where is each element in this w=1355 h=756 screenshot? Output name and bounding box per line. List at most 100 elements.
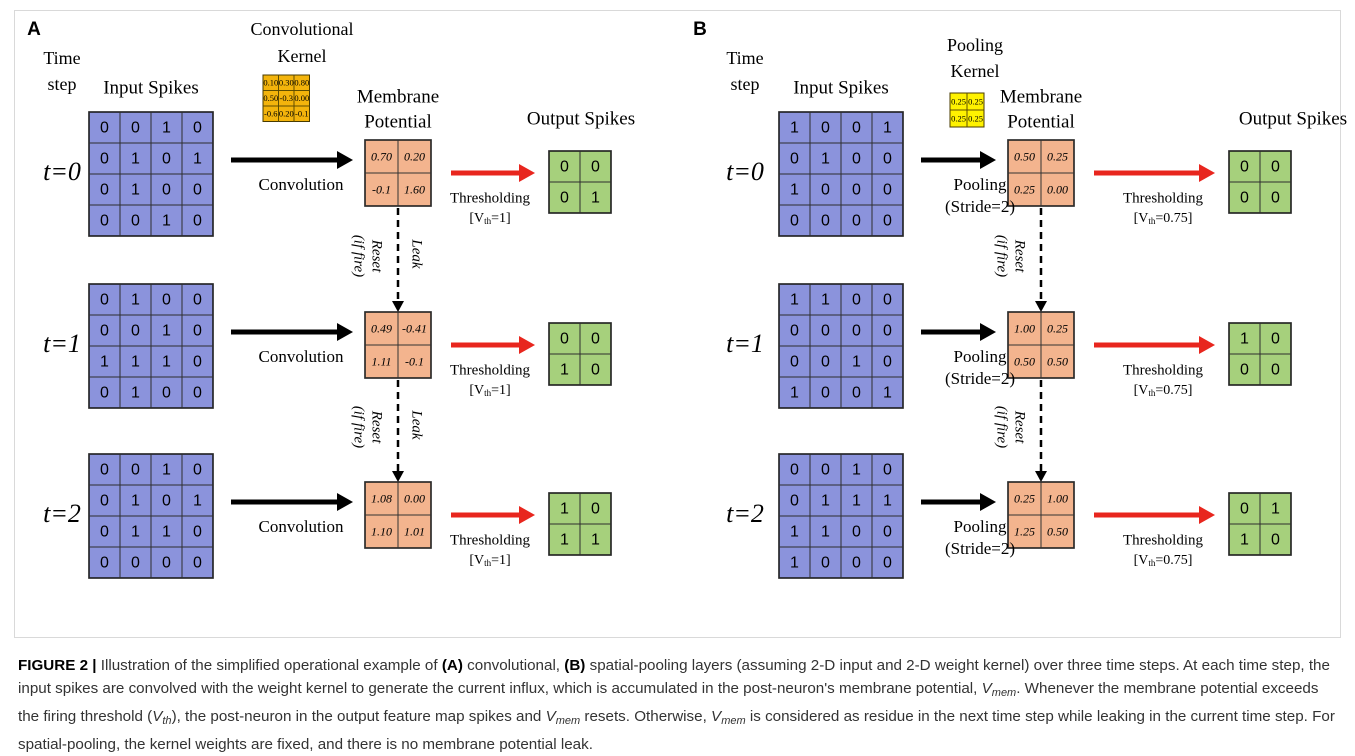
panel-a-step-0-input-grid-cell-value: 0 xyxy=(162,151,171,168)
panel-a-step-0-input-grid-cell-value: 0 xyxy=(131,120,140,137)
panel-a-step-0-threshold-value: [Vth=1] xyxy=(469,211,510,226)
panel-b-step-1-output-grid: 1 0 0 0 xyxy=(1228,322,1292,386)
panel-a-kernel-grid-cell-value: 0.30 xyxy=(279,78,294,88)
panel-a-step-0-output-grid: 0 0 0 1 xyxy=(548,150,612,214)
panel-b-step-2-output-grid-cell-value: 1 xyxy=(1240,532,1249,549)
panel-b-step-1-input-grid-cell-value: 0 xyxy=(821,323,830,340)
panel-b-step-1-input-grid-cell-value: 0 xyxy=(883,292,892,309)
panel-b-step-0-membrane-grid-cell-value: 0.25 xyxy=(1014,182,1035,196)
panel-b-step-1-threshold-arrow-head xyxy=(1199,336,1215,354)
panel-b-step-0-membrane-grid-cell xyxy=(1040,172,1075,207)
panel-b-step-0-operation-label: Pooling xyxy=(954,175,1007,194)
panel-a-step-1-input-grid-cell-value: 1 xyxy=(162,354,171,371)
panel-a-step-1-time-label: t=1 xyxy=(43,329,81,358)
panel-b-step-1-output-grid-cell-value: 0 xyxy=(1271,331,1280,348)
panel-b-step-2-membrane-grid-cell-value: 0.50 xyxy=(1047,524,1068,538)
panel-b-step-2-input-grid-cell-value: 1 xyxy=(883,493,892,510)
panel-b-step-2-input-grid-cell-value: 0 xyxy=(883,555,892,572)
panel-a-step-1-membrane-grid-cell-value: 1.11 xyxy=(371,354,391,368)
panel-b-step-2-output-grid-cell xyxy=(1259,523,1292,556)
panel-b-step-0-output-grid-cell-value: 0 xyxy=(1271,159,1280,176)
panel-a-step-1-threshold-label: Thresholding xyxy=(450,362,530,378)
panel-b-step-2-operation-label: (Stride=2) xyxy=(945,539,1015,558)
caption-text: spatial-pooling layers (assuming 2-D inp… xyxy=(18,657,1330,697)
panel-b-step-0-operation-label: (Stride=2) xyxy=(945,197,1015,216)
panel-a-step-1-input-grid-cell-value: 0 xyxy=(100,385,109,402)
panel-b-time-step-label: step xyxy=(731,74,760,94)
panel-a-step-0-input-grid-cell-value: 0 xyxy=(100,213,109,230)
panel-b-step-1-operation-arrow-head xyxy=(980,323,996,341)
panel-a-step-0-if-fire-label: (if fire) xyxy=(351,235,367,277)
panel-b-step-0-input-grid-cell-value: 0 xyxy=(852,120,861,137)
panel-a-time-step-label: step xyxy=(48,74,77,94)
panel-b-step-1-threshold-value: [Vth=0.75] xyxy=(1134,383,1193,398)
panel-a-output-title: Output Spikes xyxy=(527,108,635,129)
panel-b-step-1-reset-arrow-head xyxy=(1035,471,1047,482)
panel-b-step-1-membrane-grid: 1.00 0.25 0.50 0.50 xyxy=(1007,311,1075,379)
caption-vmem: Vmem xyxy=(711,708,746,727)
panel-b-step-1-input-grid-cell-value: 0 xyxy=(821,385,830,402)
caption-ref-a: (A) xyxy=(441,657,463,674)
panel-b-step-0-input-grid-cell-value: 1 xyxy=(883,120,892,137)
panel-b-step-2-input-grid-cell-value: 0 xyxy=(790,493,799,510)
panel-a-step-2-input-grid-cell xyxy=(181,546,214,579)
panel-b-step-1-input-grid-cell xyxy=(871,376,904,409)
panel-b-step-1-input-grid-cell-value: 0 xyxy=(883,323,892,340)
panel-a-step-2-membrane-grid-cell xyxy=(397,514,432,549)
panel-a-step-0-output-grid-cell-value: 0 xyxy=(560,159,569,176)
panel-b-step-0-output-grid-cell xyxy=(1259,181,1292,214)
panel-b-step-0-input-grid-cell-value: 0 xyxy=(852,182,861,199)
panel-b-step-1-input-grid-cell-value: 0 xyxy=(821,354,830,371)
panel-b-step-0-input-grid-cell-value: 0 xyxy=(852,213,861,230)
panel-a-step-2-threshold-arrow-head xyxy=(519,506,535,524)
panel-b-step-1-input-grid-cell-value: 0 xyxy=(790,354,799,371)
panel-a-step-1-operation-label: Convolution xyxy=(258,347,344,366)
panel-b-step-0-input-grid-cell-value: 0 xyxy=(790,213,799,230)
panel-a-step-1-input-grid-cell-value: 0 xyxy=(193,292,202,309)
panel-a-step-2-operation-label: Convolution xyxy=(258,517,344,536)
panel-a-kernel-grid-cell-value: -0.1 xyxy=(295,109,308,119)
panel-a-kernel-grid-cell-value: 0.20 xyxy=(279,109,294,119)
panel-b-step-1-input-grid-cell-value: 1 xyxy=(790,292,799,309)
panel-a-kernel-grid-cell-value: -0.3 xyxy=(280,93,293,103)
caption-text: ), the post-neuron in the output feature… xyxy=(171,708,542,725)
panel-b-step-0-membrane-grid: 0.50 0.25 0.25 0.00 xyxy=(1007,139,1075,207)
panel-b-step-1-membrane-grid-cell-value: 0.50 xyxy=(1014,354,1035,368)
panel-b-step-2-input-grid-cell-value: 1 xyxy=(852,493,861,510)
panel-b-step-1-input-grid-cell-value: 1 xyxy=(883,385,892,402)
panel-b-step-0-output-grid-cell-value: 0 xyxy=(1240,159,1249,176)
panel-b-step-2-input-grid-cell-value: 0 xyxy=(852,524,861,541)
panel-b-step-0-membrane-grid-cell-value: 0.25 xyxy=(1047,149,1068,163)
panel-b-step-0-input-grid-cell-value: 0 xyxy=(852,151,861,168)
panel-a-step-2-input-grid-cell-value: 0 xyxy=(193,524,202,541)
panel-b-step-2-input-grid-cell xyxy=(871,546,904,579)
panel-b-step-2-input-grid-cell-value: 1 xyxy=(821,524,830,541)
panel-a-step-0-membrane-grid-cell-value: 0.70 xyxy=(371,149,392,163)
panel-a-step-1-membrane-grid: 0.49 -0.41 1.11 -0.1 xyxy=(364,311,432,379)
panel-a-step-0-input-grid-cell-value: 1 xyxy=(193,151,202,168)
panel-a-step-1-input-grid-cell-value: 0 xyxy=(193,385,202,402)
panel-b-step-1-reset-label: Reset xyxy=(1012,410,1028,444)
panel-b-step-2-input-grid-cell-value: 0 xyxy=(790,462,799,479)
panel-b-step-1-output-grid-cell-value: 0 xyxy=(1271,362,1280,379)
panel-b-step-1-membrane-grid-cell-value: 0.50 xyxy=(1047,354,1068,368)
panel-a-step-1-input-grid-cell-value: 1 xyxy=(131,385,140,402)
panel-a-step-1-operation-arrow-head xyxy=(337,323,353,341)
panel-b-step-2-input-grid-cell-value: 1 xyxy=(852,462,861,479)
panel-b-step-0-input-grid-cell-value: 0 xyxy=(883,151,892,168)
panel-b-kernel-grid-cell-value: 0.25 xyxy=(968,96,983,106)
panel-a-step-0-input-grid-cell-value: 0 xyxy=(193,213,202,230)
panel-a-step-1-output-grid-cell-value: 0 xyxy=(591,362,600,379)
panel-a-step-0-membrane-grid-cell-value: 0.20 xyxy=(404,149,425,163)
panel-a-membrane-title: Membrane xyxy=(357,86,439,107)
panel-b-membrane-title: Membrane xyxy=(1000,86,1082,107)
panel-b-step-2-input-grid-cell-value: 0 xyxy=(883,524,892,541)
panel-a-step-1-input-grid-cell-value: 0 xyxy=(162,385,171,402)
panel-b-step-1-membrane-grid-cell-value: 0.25 xyxy=(1047,321,1068,335)
panel-b-step-2-membrane-grid: 0.25 1.00 1.25 0.50 xyxy=(1007,481,1075,549)
panel-b-kernel-grid-cell xyxy=(966,109,985,128)
panel-b-step-0-time-label: t=0 xyxy=(726,157,764,186)
panel-a-step-0-input-grid-cell-value: 1 xyxy=(131,182,140,199)
panel-a-step-0-time-label: t=0 xyxy=(43,157,81,186)
caption-text: Illustration of the simplified operation… xyxy=(100,657,438,674)
